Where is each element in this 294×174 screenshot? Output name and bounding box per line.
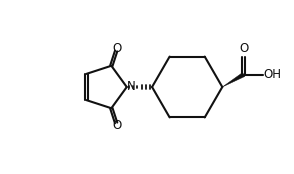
Polygon shape [222, 73, 245, 87]
Text: OH: OH [264, 68, 282, 81]
Text: O: O [112, 119, 121, 132]
Text: O: O [112, 42, 121, 55]
Text: N: N [127, 81, 136, 93]
Text: O: O [239, 42, 248, 56]
